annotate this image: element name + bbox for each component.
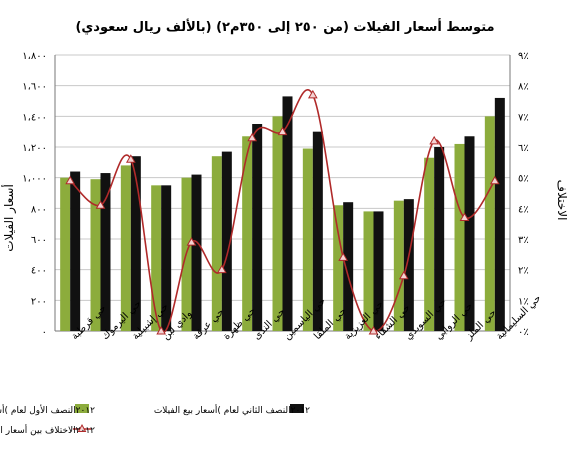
difference-marker: [429, 135, 440, 145]
bar: [312, 131, 323, 331]
bar: [130, 156, 141, 331]
bar: [373, 211, 384, 331]
y-right-tick-label: ٣٪: [518, 235, 529, 246]
bar: [272, 116, 283, 331]
bar: [464, 136, 475, 331]
y-right-tick-label: ٧٪: [518, 112, 529, 123]
bar: [494, 97, 505, 331]
bar: [363, 211, 374, 331]
legend-label: ٢٠١٢النصف الثاني لعام )أسعار بيع الفيلات: [154, 404, 310, 416]
y-left-tick-label: ٢٠٠: [31, 296, 47, 307]
y-axis-left-title: أسعار الفيلات: [1, 184, 17, 252]
bar: [100, 173, 111, 331]
y-left-tick-label: ١،٢٠٠: [22, 143, 47, 154]
bar: [70, 171, 81, 331]
bar: [454, 143, 465, 331]
legend-label: ٢٠١٢الاختلاف بين أسعار النصف الأول والثا…: [0, 424, 95, 436]
difference-marker: [65, 175, 76, 185]
bar: [151, 185, 162, 331]
difference-marker: [247, 132, 258, 142]
bars: [60, 96, 505, 332]
y-left-tick-label: ٨٠٠: [31, 204, 47, 215]
difference-marker: [125, 154, 136, 163]
chart-title: متوسط أسعار الفيلات (من ٢٥٠ إلى ٣٥٠م٢) (…: [75, 18, 494, 35]
y-left-tick-label: ١،٠٠٠: [22, 174, 47, 185]
bar: [484, 116, 495, 331]
y-left-tick-label: ١،٤٠٠: [22, 112, 47, 123]
legend-marker: [77, 423, 87, 432]
bar: [242, 136, 253, 331]
bar: [60, 177, 71, 331]
bar: [434, 147, 445, 331]
tick-labels: ٠ ٠٪ ٢٠٠ ١٪ ٤٠٠ ٢٪ ٦٠٠ ٣٪ ٨٠٠ ٤٪ ١،٠٠٠ ٥٪ ١،٢٠٠ ٦٪ ١،٤…: [22, 51, 528, 338]
bar: [282, 96, 293, 332]
difference-marker: [95, 200, 106, 209]
difference-marker: [368, 325, 379, 335]
legend-label: ٢٠١٢النصف الأول لعام )أسعار بيع الفيلات: [0, 404, 95, 416]
difference-line: [65, 89, 500, 335]
bar: [333, 205, 344, 331]
bar: [343, 202, 354, 331]
bar: [221, 151, 232, 331]
y-left-tick-label: ١،٨٠٠: [22, 51, 47, 62]
difference-marker: [307, 89, 318, 99]
bar: [393, 200, 404, 331]
legend: ٢٠١٢النصف الأول لعام )أسعار بيع الفيلات ٢…: [0, 404, 310, 436]
difference-marker: [398, 270, 409, 280]
bar: [403, 199, 414, 331]
bar: [161, 185, 172, 331]
y-right-tick-label: ٤٪: [518, 204, 529, 215]
y-right-tick-label: ٢٪: [518, 266, 529, 277]
bar: [90, 179, 101, 331]
y-right-tick-label: ٥٪: [518, 174, 529, 185]
difference-marker: [489, 175, 500, 185]
bar: [191, 174, 202, 331]
y-right-tick-label: ٨٪: [518, 82, 529, 93]
bar: [302, 148, 313, 331]
y-left-tick-label: ١،٦٠٠: [22, 82, 47, 93]
difference-marker: [459, 212, 470, 222]
bar: [252, 124, 263, 331]
bar: [211, 156, 222, 331]
bar: [424, 157, 435, 331]
y-left-tick-label: ٦٠٠: [31, 235, 47, 246]
y-axis-right-title: الاختلاف: [555, 180, 569, 221]
y-right-tick-label: ١٪: [518, 296, 529, 307]
difference-marker: [216, 264, 227, 274]
y-left-tick-label: ٠: [42, 327, 47, 338]
legend-swatch: [75, 404, 89, 413]
difference-marker: [338, 252, 349, 261]
difference-marker: [277, 126, 288, 136]
bar: [120, 165, 131, 331]
legend-swatch: [290, 404, 304, 413]
difference-marker: [156, 325, 167, 335]
y-left-tick-label: ٤٠٠: [31, 266, 47, 277]
y-right-tick-label: ٩٪: [518, 51, 529, 62]
y-right-tick-label: ٦٪: [518, 143, 529, 154]
difference-marker: [186, 237, 197, 246]
y-right-tick-label: ٠٪: [518, 327, 529, 338]
